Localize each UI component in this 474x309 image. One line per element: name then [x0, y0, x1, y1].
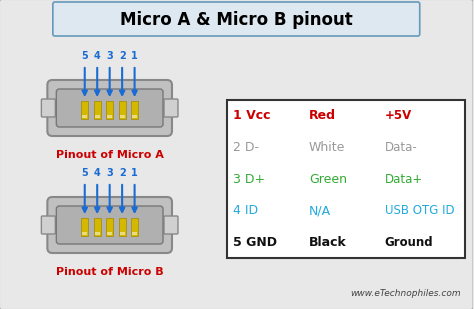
Bar	[131, 218, 138, 236]
Text: 3 D+: 3 D+	[233, 172, 265, 185]
FancyBboxPatch shape	[41, 216, 55, 234]
Bar	[107, 115, 112, 118]
Bar	[95, 115, 100, 118]
Text: USB OTG ID: USB OTG ID	[385, 204, 455, 217]
Text: 1 Vcc: 1 Vcc	[233, 109, 271, 122]
Bar	[106, 218, 113, 236]
Text: 4: 4	[94, 51, 100, 61]
Bar	[132, 115, 137, 118]
FancyBboxPatch shape	[56, 206, 163, 244]
Text: Data+: Data+	[385, 172, 423, 185]
Bar	[107, 232, 112, 235]
Text: 3: 3	[106, 168, 113, 178]
Text: 2: 2	[119, 51, 126, 61]
Text: +5V: +5V	[385, 109, 412, 122]
Text: N/A: N/A	[309, 204, 331, 217]
Bar	[119, 115, 125, 118]
Text: 4 ID: 4 ID	[233, 204, 258, 217]
FancyBboxPatch shape	[53, 2, 420, 36]
Text: Red: Red	[309, 109, 336, 122]
Text: 2 D-: 2 D-	[233, 141, 259, 154]
Bar	[118, 101, 126, 119]
Bar	[95, 232, 100, 235]
Bar	[119, 232, 125, 235]
Bar	[82, 115, 87, 118]
Bar	[106, 101, 113, 119]
Text: 3: 3	[106, 51, 113, 61]
Text: Data-: Data-	[385, 141, 418, 154]
FancyBboxPatch shape	[47, 80, 172, 136]
Bar	[131, 101, 138, 119]
Text: 1: 1	[131, 51, 138, 61]
Bar	[118, 218, 126, 236]
Text: 5 GND: 5 GND	[233, 236, 277, 249]
Bar	[81, 218, 88, 236]
Text: Pinout of Micro B: Pinout of Micro B	[56, 267, 164, 277]
Bar	[94, 218, 100, 236]
FancyBboxPatch shape	[164, 99, 178, 117]
Text: Black: Black	[309, 236, 347, 249]
Text: 4: 4	[94, 168, 100, 178]
Text: www.eTechnophiles.com: www.eTechnophiles.com	[350, 289, 461, 298]
Bar	[132, 232, 137, 235]
Text: 5: 5	[82, 51, 88, 61]
Text: Micro A & Micro B pinout: Micro A & Micro B pinout	[120, 11, 353, 29]
FancyBboxPatch shape	[41, 99, 55, 117]
Text: Ground: Ground	[385, 236, 433, 249]
Text: 2: 2	[119, 168, 126, 178]
FancyBboxPatch shape	[164, 216, 178, 234]
Text: Green: Green	[309, 172, 347, 185]
FancyBboxPatch shape	[47, 197, 172, 253]
Text: 5: 5	[82, 168, 88, 178]
Text: White: White	[309, 141, 346, 154]
Bar	[228, 100, 465, 258]
FancyBboxPatch shape	[56, 89, 163, 127]
Text: Pinout of Micro A: Pinout of Micro A	[56, 150, 164, 160]
Bar	[82, 232, 87, 235]
Bar	[81, 101, 88, 119]
Text: 1: 1	[131, 168, 138, 178]
Bar	[94, 101, 100, 119]
